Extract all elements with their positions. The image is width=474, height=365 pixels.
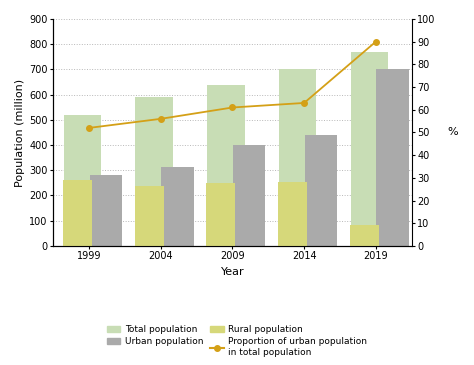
Text: %: %: [447, 127, 458, 138]
Bar: [90, 174, 122, 246]
Bar: [136, 97, 173, 246]
Bar: [350, 225, 379, 246]
Bar: [207, 85, 245, 246]
Bar: [351, 52, 388, 246]
Bar: [233, 145, 265, 246]
Bar: [279, 69, 317, 246]
Bar: [207, 183, 236, 246]
Bar: [278, 182, 307, 246]
Bar: [135, 186, 164, 246]
Bar: [161, 167, 194, 246]
Legend: Total population, Urban population, Rural population, Proportion of urban popula: Total population, Urban population, Rura…: [103, 321, 371, 361]
Y-axis label: Population (million): Population (million): [15, 78, 25, 187]
X-axis label: Year: Year: [220, 267, 244, 277]
Bar: [305, 135, 337, 246]
Bar: [63, 180, 92, 246]
Bar: [64, 115, 101, 246]
Bar: [376, 69, 409, 246]
